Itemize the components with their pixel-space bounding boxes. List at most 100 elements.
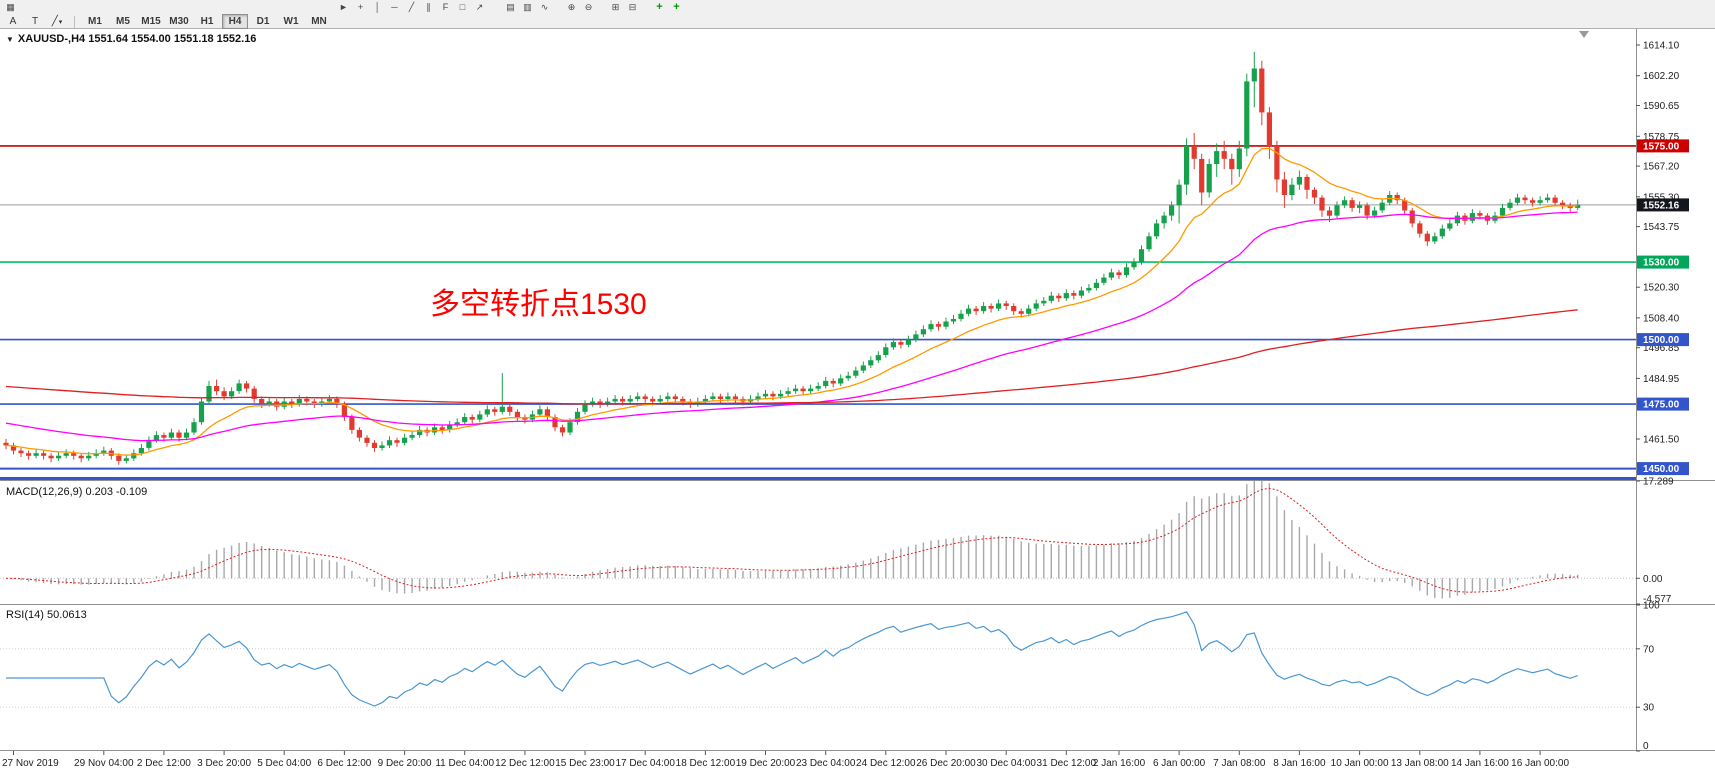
cursor-icon[interactable]: ► <box>339 2 348 12</box>
crosshair-icon[interactable]: + <box>357 2 364 12</box>
timeframe-button-h1[interactable]: H1 <box>200 16 214 27</box>
timeframe-button-m1[interactable]: M1 <box>88 16 102 27</box>
horizontal-line-icon[interactable]: ─ <box>391 2 398 12</box>
timeframe-button-h4[interactable]: H4 <box>222 14 248 29</box>
svg-text:1500.00: 1500.00 <box>1643 335 1680 346</box>
svg-text:2 Dec 12:00: 2 Dec 12:00 <box>137 758 191 769</box>
medium-ma-line <box>5 211 1578 442</box>
toolbar-separator <box>74 15 75 28</box>
chart-canvas[interactable]: 1614.10 1602.20 1590.65 1578.75 1567.20 1555.… <box>0 29 1715 781</box>
svg-text:1520.30: 1520.30 <box>1643 283 1680 294</box>
svg-text:19 Dec 20:00: 19 Dec 20:00 <box>736 758 796 769</box>
timeframe-button-m15[interactable]: M15 <box>141 16 161 27</box>
tile-windows-icon[interactable]: ⊞ <box>611 2 620 12</box>
market-watch-icon[interactable]: ▦ <box>6 2 15 12</box>
svg-text:23 Dec 04:00: 23 Dec 04:00 <box>796 758 856 769</box>
svg-text:7 Jan 08:00: 7 Jan 08:00 <box>1213 758 1266 769</box>
dropdown-arrow-icon[interactable]: ▾ <box>58 18 63 26</box>
svg-text:17 Dec 04:00: 17 Dec 04:00 <box>615 758 675 769</box>
svg-text:70: 70 <box>1643 644 1655 655</box>
svg-text:5 Dec 04:00: 5 Dec 04:00 <box>257 758 311 769</box>
svg-text:15 Dec 23:00: 15 Dec 23:00 <box>555 758 615 769</box>
svg-text:1475.00: 1475.00 <box>1643 400 1680 411</box>
chart-title-text: XAUUSD-,H4 1551.64 1554.00 1551.18 1552.… <box>17 33 257 45</box>
draw-tool-button[interactable]: ╱ ▾ <box>51 16 63 27</box>
indicators-add-icon[interactable]: + <box>656 1 663 13</box>
text-tool-button[interactable]: T <box>31 16 39 27</box>
svg-text:13 Jan 08:00: 13 Jan 08:00 <box>1391 758 1449 769</box>
template-add-icon[interactable]: + <box>673 1 680 13</box>
svg-text:-4.577: -4.577 <box>1643 594 1672 605</box>
line-chart-icon[interactable]: ∿ <box>540 2 549 12</box>
svg-text:1602.20: 1602.20 <box>1643 71 1680 82</box>
svg-text:1496.85: 1496.85 <box>1643 343 1680 354</box>
svg-text:11 Dec 04:00: 11 Dec 04:00 <box>435 758 494 769</box>
svg-text:29 Nov 04:00: 29 Nov 04:00 <box>74 758 134 769</box>
rsi-line <box>6 611 1578 707</box>
zoom-in-icon[interactable]: ⊕ <box>567 2 576 12</box>
svg-text:1484.95: 1484.95 <box>1643 374 1680 385</box>
shapes-icon[interactable]: □ <box>459 2 466 12</box>
chart-title: ▼ XAUUSD-,H4 1551.64 1554.00 1551.18 1552… <box>6 33 256 45</box>
timeframe-button-d1[interactable]: D1 <box>256 16 270 27</box>
svg-text:100: 100 <box>1643 601 1660 612</box>
candlestick-series[interactable] <box>3 51 1581 465</box>
svg-text:1552.16: 1552.16 <box>1643 200 1680 211</box>
svg-text:30: 30 <box>1643 703 1655 714</box>
price-badge-1575.00 <box>1637 139 1689 153</box>
chart-shift-marker[interactable] <box>1579 31 1589 38</box>
svg-text:1590.65: 1590.65 <box>1643 101 1680 112</box>
cascade-windows-icon[interactable]: ⊟ <box>628 2 637 12</box>
svg-text:27 Nov 2019: 27 Nov 2019 <box>2 758 59 769</box>
svg-text:17.289: 17.289 <box>1643 477 1674 488</box>
svg-text:9 Dec 20:00: 9 Dec 20:00 <box>378 758 432 769</box>
svg-text:1614.10: 1614.10 <box>1643 41 1680 52</box>
svg-text:12 Dec 12:00: 12 Dec 12:00 <box>495 758 555 769</box>
annotate-letter-button[interactable]: A <box>9 16 17 27</box>
fibonacci-icon[interactable]: F <box>442 2 449 12</box>
svg-text:18 Dec 12:00: 18 Dec 12:00 <box>676 758 736 769</box>
timeframe-button-m30[interactable]: M30 <box>169 16 189 27</box>
chart-window[interactable]: 1614.10 1602.20 1590.65 1578.75 1567.20 1555.… <box>0 29 1715 781</box>
bar-chart-icon[interactable]: ▤ <box>506 2 515 12</box>
svg-text:1567.20: 1567.20 <box>1643 162 1680 173</box>
price-badge-1552.16 <box>1637 198 1689 212</box>
svg-text:0.00: 0.00 <box>1643 574 1663 585</box>
svg-text:0: 0 <box>1643 741 1649 752</box>
chart-annotation[interactable]: 多空转折点1530 <box>430 288 647 321</box>
svg-text:16 Jan 00:00: 16 Jan 00:00 <box>1511 758 1569 769</box>
vertical-line-icon[interactable]: │ <box>374 2 381 12</box>
timeframe-button-w1[interactable]: W1 <box>283 16 299 27</box>
moving-averages <box>5 147 1578 456</box>
svg-text:30 Dec 04:00: 30 Dec 04:00 <box>976 758 1036 769</box>
main-toolbar: ▦ ► + │ ─ ╱ ∥ F □ ↗ ▤ ▥ ∿ ⊕ ⊖ ⊞ ⊟ + + A T ╱ ▾ M1 M5 M15 M30 H1 H4 D1… <box>0 0 1715 29</box>
time-axis[interactable]: 27 Nov 2019 29 Nov 04:00 2 Dec 12:00 3 Dec … <box>2 751 1569 769</box>
channel-icon[interactable]: ∥ <box>426 2 431 12</box>
svg-text:10 Jan 00:00: 10 Jan 00:00 <box>1331 758 1389 769</box>
toolbar-row-icons: ▦ ► + │ ─ ╱ ∥ F □ ↗ ▤ ▥ ∿ ⊕ ⊖ ⊞ ⊟ + + <box>0 0 1715 14</box>
timeframe-button-mn[interactable]: MN <box>311 16 327 27</box>
svg-text:1530.00: 1530.00 <box>1643 258 1680 269</box>
svg-text:1450.00: 1450.00 <box>1643 464 1680 475</box>
svg-text:14 Jan 16:00: 14 Jan 16:00 <box>1451 758 1509 769</box>
macd-histogram <box>12 481 1579 599</box>
svg-text:1543.75: 1543.75 <box>1643 222 1680 233</box>
timeframe-button-m5[interactable]: M5 <box>116 16 130 27</box>
svg-text:1461.50: 1461.50 <box>1643 435 1680 446</box>
chart-symbol-icon: ▼ <box>6 35 14 44</box>
rsi-indicator-label: RSI(14) 50.0613 <box>6 609 87 621</box>
candlestick-chart-icon[interactable]: ▥ <box>523 2 532 12</box>
svg-text:1575.00: 1575.00 <box>1643 141 1680 152</box>
svg-text:1508.40: 1508.40 <box>1643 313 1680 324</box>
macd-signal-line <box>5 487 1578 593</box>
price-badge-1450.00 <box>1637 462 1689 476</box>
arrow-tool-icon[interactable]: ↗ <box>475 2 484 12</box>
slow-ma-line <box>5 309 1578 405</box>
fast-ma-line <box>5 147 1578 456</box>
svg-text:2 Jan 16:00: 2 Jan 16:00 <box>1093 758 1146 769</box>
price-axis[interactable]: 1614.10 1602.20 1590.65 1578.75 1567.20 1555.… <box>1636 41 1689 476</box>
svg-text:6 Jan 00:00: 6 Jan 00:00 <box>1153 758 1206 769</box>
trendline-icon[interactable]: ╱ <box>408 2 415 12</box>
zoom-out-icon[interactable]: ⊖ <box>584 2 593 12</box>
horizontal-lines[interactable] <box>0 145 1636 480</box>
